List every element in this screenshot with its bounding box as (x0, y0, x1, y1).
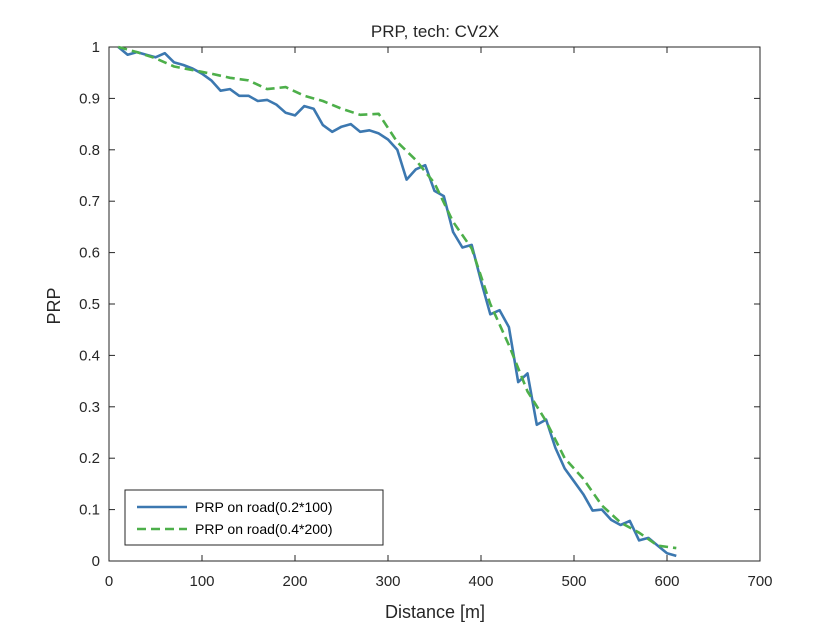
y-tick-label: 0.1 (79, 502, 100, 519)
x-tick-label: 500 (561, 573, 586, 590)
x-tick-label: 400 (468, 573, 493, 590)
x-tick-label: 700 (747, 573, 772, 590)
legend-label-2: PRP on road(0.4*200) (195, 521, 333, 537)
y-tick-label: 0.5 (79, 296, 100, 313)
x-tick-label: 0 (105, 573, 113, 590)
x-tick-label: 100 (189, 573, 214, 590)
y-tick-label: 0.9 (79, 90, 100, 107)
x-tick-label: 600 (654, 573, 679, 590)
y-tick-label: 1 (92, 39, 100, 56)
y-tick-label: 0.3 (79, 399, 100, 416)
series-line-2 (117, 45, 677, 550)
series-layer (117, 45, 677, 558)
y-tick-label: 0.6 (79, 245, 100, 262)
chart-title: PRP, tech: CV2X (371, 22, 499, 41)
legend-box (124, 489, 384, 546)
y-tick-label: 0.7 (79, 193, 100, 210)
plot-area (108, 45, 761, 562)
y-tick-label: 0.8 (79, 142, 100, 159)
x-axis-label: Distance [m] (385, 602, 485, 622)
y-tick-label: 0.2 (79, 450, 100, 467)
series-line-1 (117, 45, 677, 558)
x-tick-label: 300 (375, 573, 400, 590)
x-axis: 0 100 200 300 400 500 600 700 (105, 47, 773, 590)
y-axis: 0 0.1 0.2 0.3 0.4 0.5 0.6 0.7 0.8 0.9 1 (79, 39, 760, 570)
x-tick-label: 200 (282, 573, 307, 590)
plot-frame (108, 46, 761, 562)
y-tick-label: 0.4 (79, 347, 100, 364)
y-axis-label: PRP (44, 287, 64, 324)
legend-label-1: PRP on road(0.2*100) (195, 499, 333, 515)
y-tick-label: 0 (92, 553, 100, 570)
legend: PRP on road(0.2*100) PRP on road(0.4*200) (124, 489, 384, 546)
